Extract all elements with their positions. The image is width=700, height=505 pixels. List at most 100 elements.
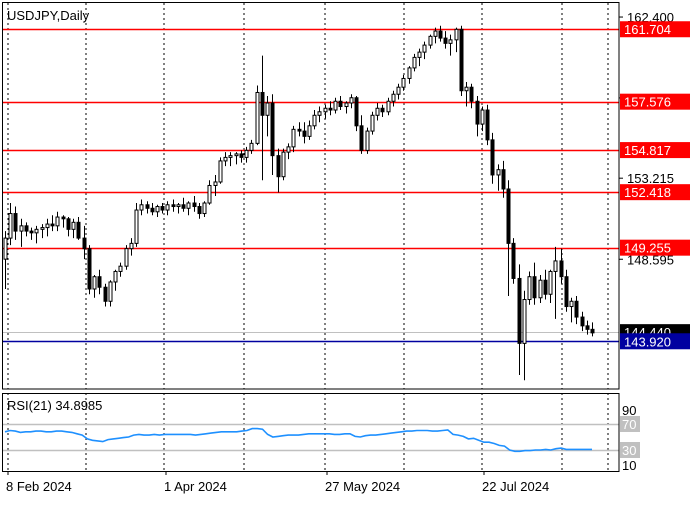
candle bbox=[197, 203, 202, 219]
candle bbox=[454, 27, 459, 53]
candle bbox=[543, 269, 548, 300]
candle-body bbox=[97, 276, 102, 288]
y-tick-label: 153.215 bbox=[627, 171, 674, 186]
candle-body bbox=[297, 128, 302, 132]
x-tick-label: 22 Jul 2024 bbox=[482, 479, 549, 494]
candle bbox=[532, 262, 537, 305]
candle bbox=[443, 31, 448, 49]
candle bbox=[124, 245, 129, 270]
rsi-level-tag bbox=[620, 416, 640, 432]
candle bbox=[97, 269, 102, 295]
candle-body bbox=[459, 28, 464, 92]
candle-body bbox=[401, 77, 406, 88]
candle bbox=[538, 274, 543, 304]
candle-body bbox=[307, 125, 312, 137]
candle-body bbox=[260, 91, 265, 116]
candle bbox=[134, 203, 139, 247]
candle bbox=[270, 94, 275, 175]
candle-body bbox=[574, 300, 579, 318]
candle bbox=[459, 25, 464, 96]
candle bbox=[213, 174, 218, 196]
candle bbox=[207, 180, 212, 205]
price-tag: 152.418 bbox=[620, 184, 690, 201]
candle bbox=[186, 201, 191, 216]
candle-body bbox=[380, 107, 385, 113]
candle-body bbox=[328, 107, 333, 111]
candle-body bbox=[538, 279, 543, 299]
candles bbox=[3, 25, 595, 381]
candle bbox=[328, 101, 333, 116]
candle-body bbox=[129, 242, 134, 250]
candle bbox=[71, 218, 76, 239]
candle bbox=[386, 97, 391, 116]
candle bbox=[464, 81, 469, 107]
candle-body bbox=[391, 93, 396, 102]
candle-body bbox=[45, 223, 50, 229]
price-tag: 149.255 bbox=[620, 239, 690, 256]
y-tick-label: 148.595 bbox=[627, 252, 674, 267]
candle bbox=[181, 197, 186, 212]
candle-body bbox=[553, 260, 558, 272]
candle bbox=[45, 218, 50, 237]
candle-body bbox=[134, 209, 139, 244]
candle-body bbox=[428, 35, 433, 46]
candle bbox=[511, 238, 516, 284]
candle bbox=[29, 227, 34, 240]
candle-body bbox=[490, 139, 495, 176]
candle-body bbox=[344, 102, 349, 108]
candle-body bbox=[181, 204, 186, 209]
candle-body bbox=[108, 281, 113, 302]
candle bbox=[55, 211, 60, 232]
candle-body bbox=[165, 204, 170, 211]
candle bbox=[66, 217, 71, 237]
candle-body bbox=[443, 37, 448, 44]
price-tag-label: 157.576 bbox=[624, 95, 671, 110]
candle bbox=[422, 41, 427, 60]
candle-body bbox=[82, 237, 87, 250]
candle-body bbox=[234, 153, 239, 157]
candle-body bbox=[197, 206, 202, 215]
candle-body bbox=[8, 213, 13, 239]
candle bbox=[590, 322, 595, 337]
candle bbox=[496, 164, 501, 191]
price-tag: 154.817 bbox=[620, 142, 690, 159]
candle-body bbox=[359, 125, 364, 151]
candle-body bbox=[469, 86, 474, 102]
candle bbox=[338, 95, 343, 111]
price-tag: 161.704 bbox=[620, 21, 690, 38]
candle bbox=[448, 34, 453, 56]
candle-body bbox=[517, 277, 522, 344]
candle bbox=[239, 150, 244, 163]
candle bbox=[344, 101, 349, 114]
candle-body bbox=[438, 30, 443, 39]
candle bbox=[475, 95, 480, 137]
price-tag-box bbox=[620, 239, 690, 256]
candle bbox=[302, 122, 307, 144]
candle-body bbox=[338, 100, 343, 108]
candle-body bbox=[139, 204, 144, 211]
candle bbox=[192, 196, 197, 212]
candle-body bbox=[548, 270, 553, 295]
candle bbox=[155, 204, 160, 218]
candle-body bbox=[543, 279, 548, 295]
price-tag-box bbox=[620, 184, 690, 201]
candle-body bbox=[407, 67, 412, 79]
candle bbox=[40, 224, 45, 239]
candle bbox=[103, 283, 108, 307]
candle-body bbox=[375, 107, 380, 116]
candle bbox=[8, 203, 13, 246]
candle-body bbox=[333, 100, 338, 111]
candle-body bbox=[118, 265, 123, 272]
candle bbox=[580, 311, 585, 332]
candle bbox=[396, 83, 401, 100]
candle-body bbox=[496, 169, 501, 176]
candle-body bbox=[585, 325, 590, 330]
candle bbox=[480, 106, 485, 132]
candle bbox=[50, 215, 55, 232]
candle bbox=[276, 148, 281, 193]
candle-body bbox=[448, 39, 453, 44]
candle bbox=[165, 201, 170, 216]
candle bbox=[417, 48, 422, 67]
